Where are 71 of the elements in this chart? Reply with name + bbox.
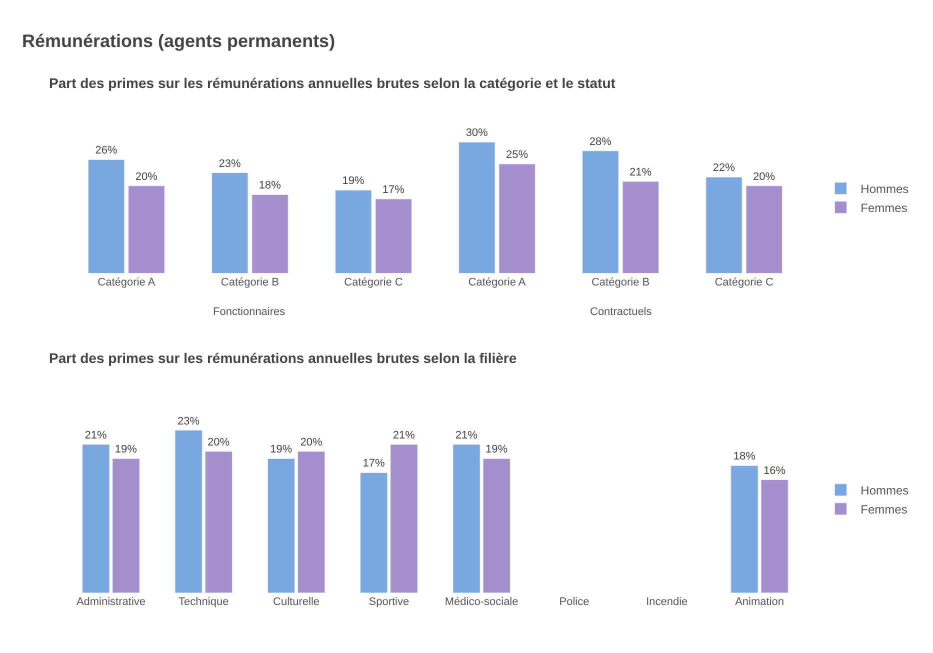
- x-tick-label: Police: [559, 596, 590, 608]
- x-tick-label: Culturelle: [273, 596, 320, 608]
- bar: [375, 198, 412, 274]
- bar: [112, 458, 140, 593]
- chart-subtitle: Part des primes sur les rémunérations annuelles brutes selon la catégorie et le statut: [49, 75, 616, 91]
- chart-title: Part des primes sur les rémunérations annuelles brutes selon la filière: [49, 350, 517, 366]
- data-label: 20%: [135, 170, 158, 183]
- text: Fonctionnaires: [213, 306, 286, 318]
- x-tick-label: Catégorie B: [220, 276, 279, 288]
- data-label: 18%: [733, 450, 756, 463]
- bar: [482, 458, 510, 593]
- data-label: 28%: [589, 136, 612, 148]
- bar: [746, 186, 782, 274]
- data-label: 25%: [506, 149, 528, 162]
- data-label: 19%: [270, 444, 292, 456]
- bar: [88, 159, 125, 274]
- x-tick-label: Catégorie A: [98, 276, 156, 288]
- bar: [298, 451, 326, 593]
- bar: [128, 186, 165, 274]
- bar: [452, 444, 480, 593]
- data-label: 17%: [382, 184, 405, 196]
- data-label: 21%: [455, 429, 478, 442]
- bar: [252, 194, 288, 274]
- x-tick-label: Incendie: [646, 596, 688, 608]
- x-tick-label: Administrative: [76, 596, 146, 608]
- data-label: 20%: [300, 436, 322, 448]
- data-label: 20%: [208, 436, 230, 448]
- data-label: 17%: [362, 458, 385, 470]
- legend-label: Femmes: [860, 502, 908, 517]
- x-tick-label: Catégorie B: [591, 276, 650, 288]
- data-label: 23%: [218, 158, 241, 170]
- bar: [174, 430, 202, 593]
- bar: [360, 472, 388, 593]
- chart-title: Rémunérations (agents permanents): [22, 31, 336, 51]
- data-label: 21%: [392, 429, 416, 442]
- data-label: 23%: [177, 415, 200, 428]
- data-label: 19%: [342, 175, 365, 188]
- data-label: 21%: [84, 429, 108, 442]
- bar: [582, 150, 619, 274]
- data-label: 16%: [763, 464, 786, 477]
- x-tick-label: Médico-sociale: [444, 596, 518, 608]
- legend-label: Femmes: [860, 201, 908, 216]
- x-tick-label: Animation: [735, 596, 784, 608]
- data-label: 22%: [712, 162, 736, 174]
- x-tick-label: Catégorie C: [344, 276, 403, 288]
- data-label: 19%: [486, 444, 508, 456]
- x-tick-label: Technique: [178, 596, 229, 608]
- x-tick-label: Catégorie A: [468, 276, 526, 288]
- bar: [335, 190, 372, 274]
- data-label: 19%: [114, 444, 138, 456]
- bar: [267, 458, 296, 593]
- bar: [498, 164, 536, 274]
- legend-label: Hommes: [860, 182, 909, 196]
- bar: [390, 444, 418, 593]
- bar: [212, 172, 248, 274]
- bar: [706, 176, 742, 274]
- bar: [458, 142, 496, 274]
- data-label: 20%: [753, 170, 776, 183]
- bar: [622, 181, 659, 274]
- x-tick-label: Catégorie C: [714, 276, 774, 288]
- data-label: 21%: [629, 166, 652, 178]
- legend-label: Hommes: [860, 484, 909, 498]
- bar: [82, 444, 110, 593]
- data-label: 18%: [258, 180, 282, 192]
- text: Contractuels: [590, 306, 652, 318]
- data-label: 26%: [95, 144, 118, 157]
- bar: [730, 465, 758, 593]
- x-tick-label: Sportive: [368, 596, 410, 608]
- bar: [760, 480, 788, 593]
- bar: [204, 451, 232, 593]
- data-label: 30%: [466, 127, 488, 140]
